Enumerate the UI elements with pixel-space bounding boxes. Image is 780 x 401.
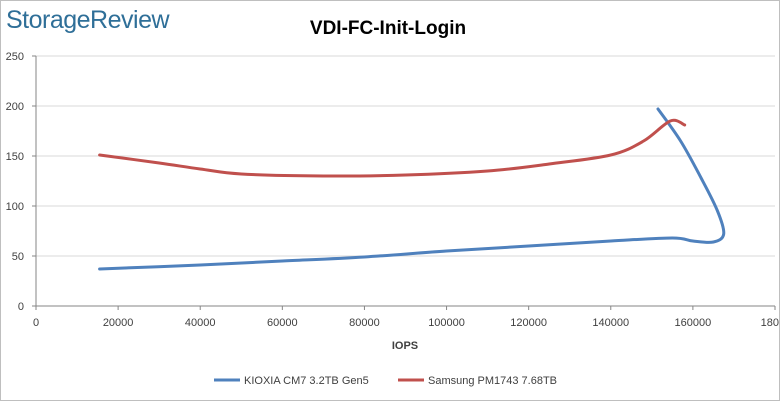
y-tick-label-5: 250	[6, 51, 24, 63]
legend-label-0: KIOXIA CM7 3.2TB Gen5	[244, 375, 369, 387]
y-tick-label-1: 50	[12, 251, 24, 263]
x-tick-label-8: 160000	[675, 317, 712, 329]
y-tick-labels: 0 50 100 150 200 250	[6, 51, 36, 313]
y-tick-label-4: 200	[6, 101, 24, 113]
chart-title: VDI-FC-Init-Login	[310, 18, 466, 39]
grid-lines	[36, 55, 775, 257]
axes	[35, 56, 775, 307]
series-line-0	[98, 107, 726, 271]
y-tick-label-2: 100	[6, 201, 24, 213]
y-tick-label-3: 150	[6, 151, 24, 163]
x-tick-labels: 0 20000 40000 60000 80000 100000 120000 140000 1…	[33, 306, 779, 329]
x-tick-label-7: 140000	[592, 317, 629, 329]
x-tick-label-4: 80000	[349, 317, 380, 329]
x-tick-label-6: 120000	[510, 317, 547, 329]
legend: KIOXIA CM7 3.2TB Gen5 Samsung PM1743 7.68…	[214, 375, 557, 387]
x-tick-label-5: 100000	[428, 317, 465, 329]
data-series	[98, 107, 726, 271]
series-line-1	[98, 118, 687, 178]
x-axis-label: IOPS	[392, 340, 418, 352]
storagereview-logo: StorageReview	[6, 6, 170, 34]
x-tick-label-0: 0	[33, 317, 39, 329]
x-tick-label-2: 40000	[185, 317, 216, 329]
x-tick-label-9: 180	[761, 317, 779, 329]
x-tick-label-3: 60000	[267, 317, 298, 329]
x-tick-label-1: 20000	[103, 317, 134, 329]
legend-label-1: Samsung PM1743 7.68TB	[428, 375, 557, 387]
y-tick-label-0: 0	[18, 301, 24, 313]
